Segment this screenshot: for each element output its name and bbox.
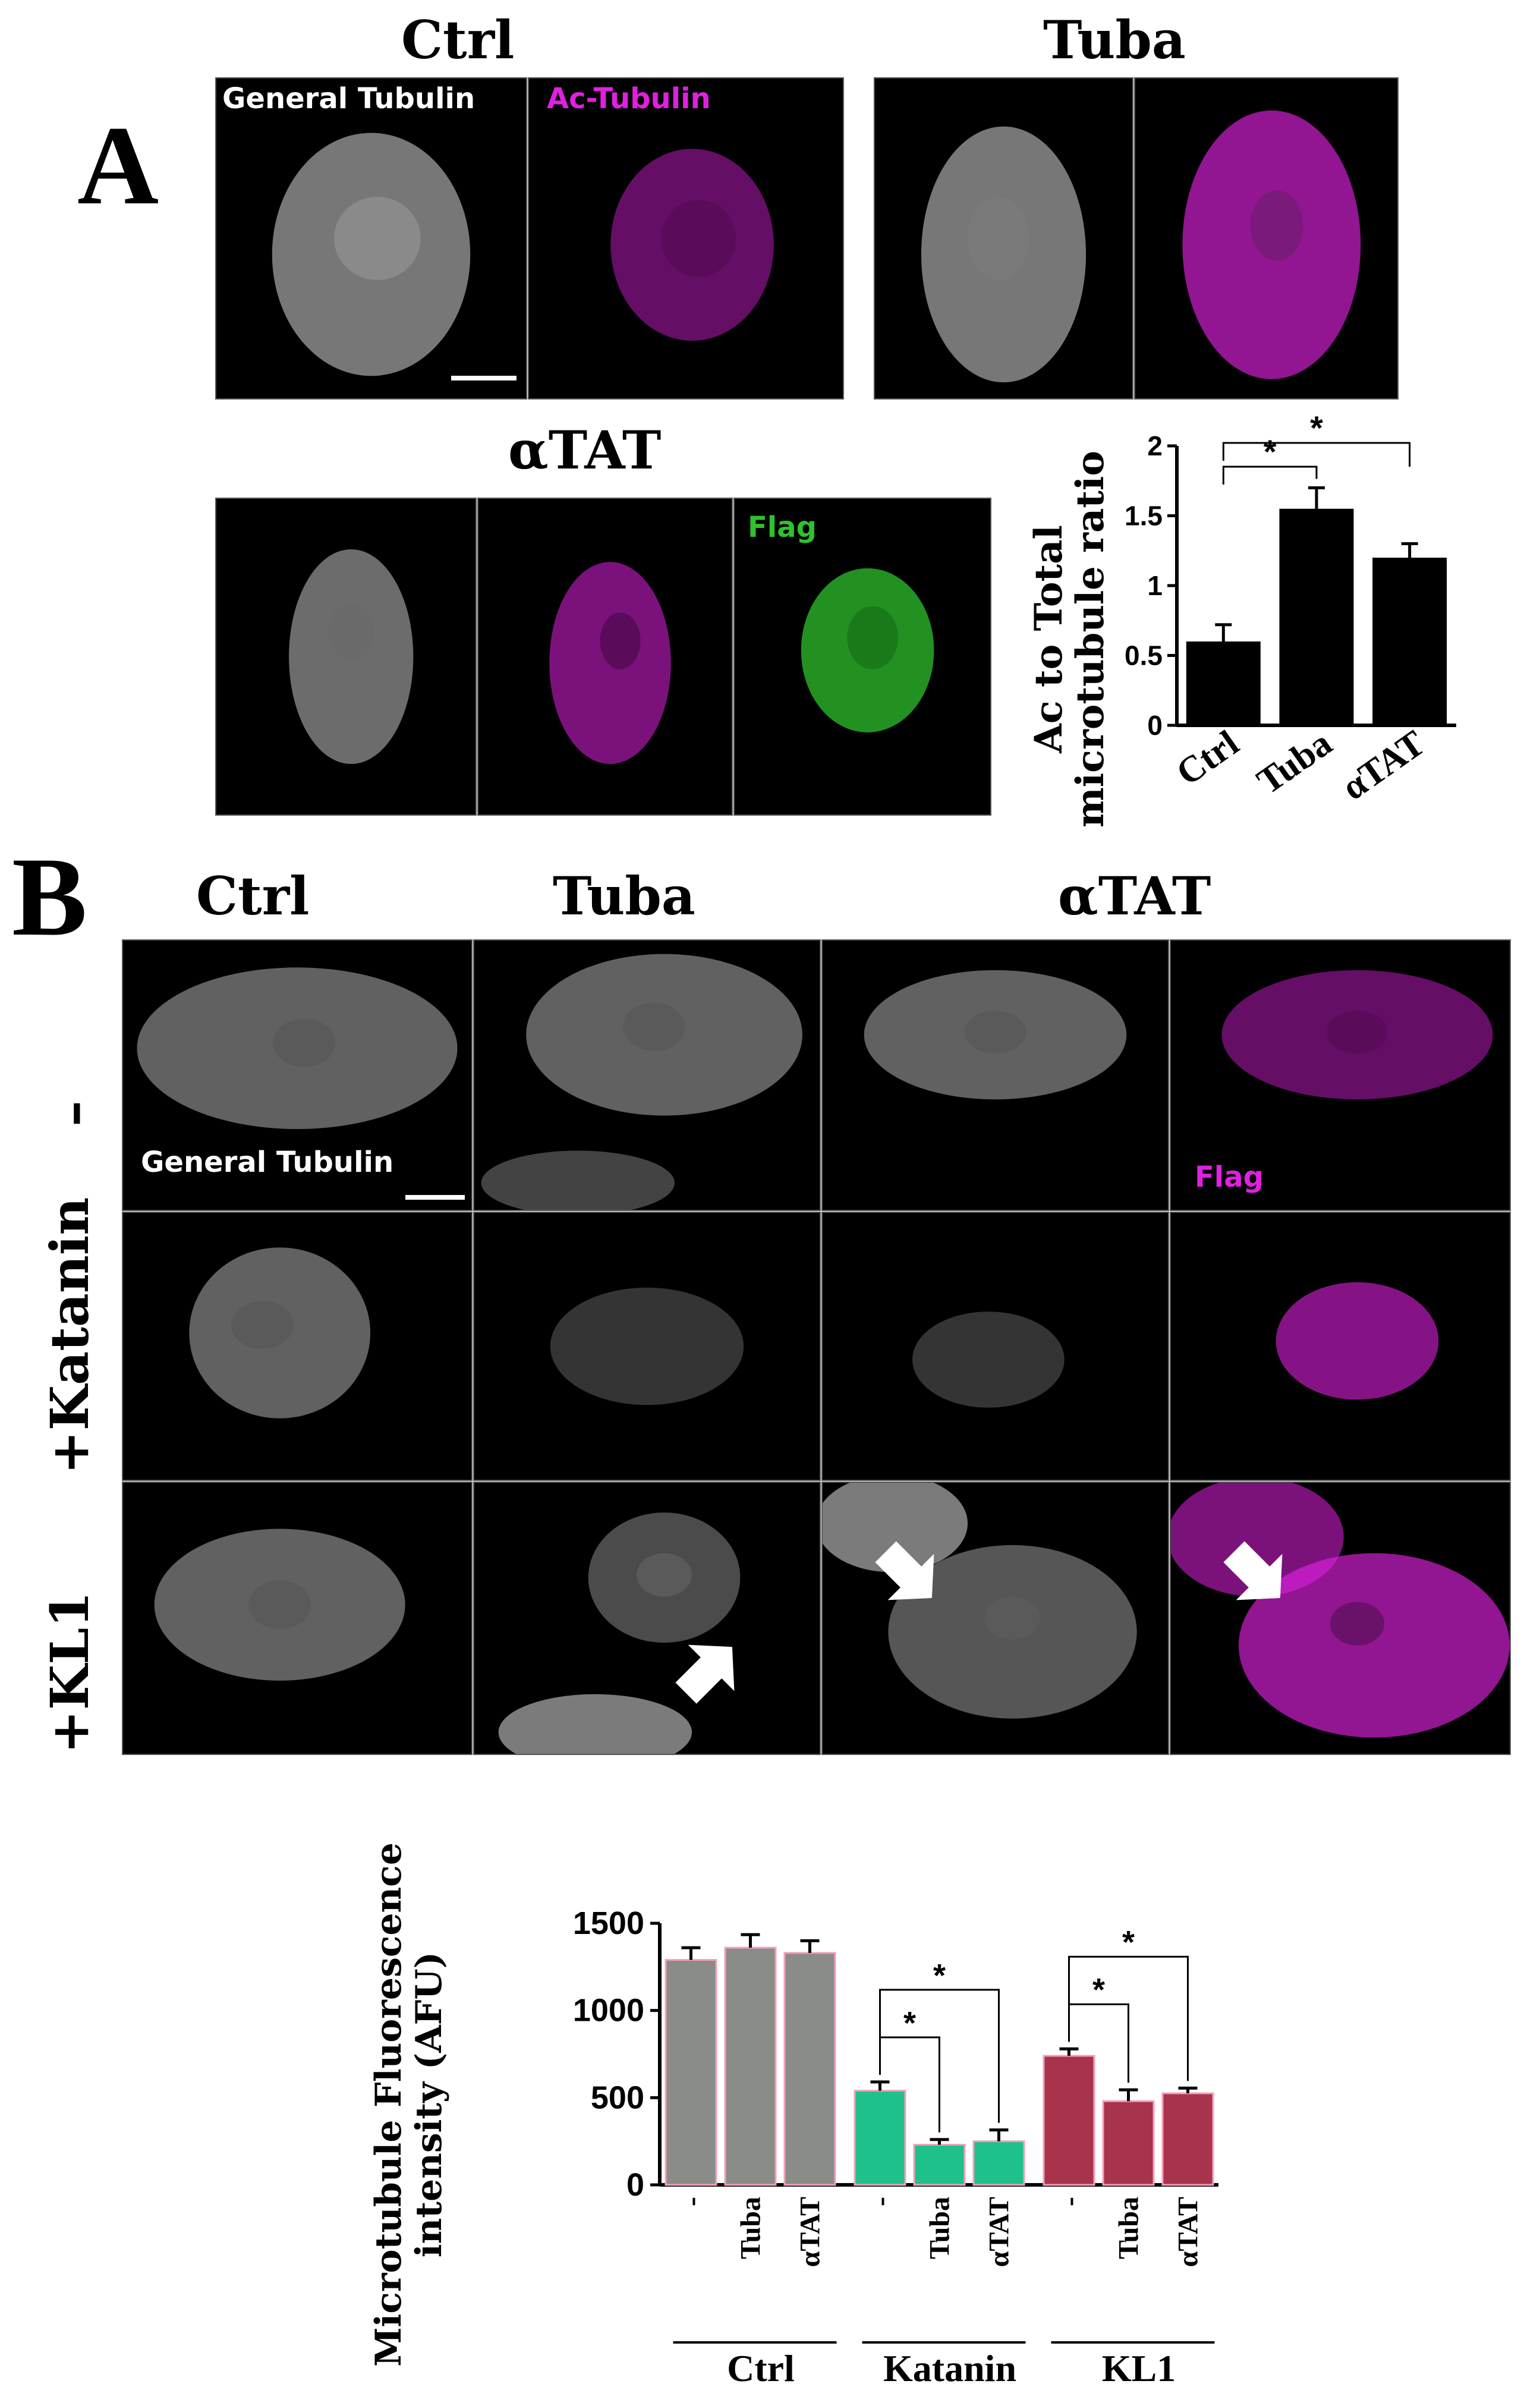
chart-b-significance-bracket: [1068, 1955, 1189, 2081]
micrograph-a-ctrl-general-tubulin: General Tubulin: [215, 77, 527, 400]
scale-bar-b: [405, 1195, 465, 1200]
chart-b-bar: [1161, 2092, 1214, 2186]
chart-b-bar: [1102, 2100, 1155, 2186]
micrograph-b-tuba-minus: [473, 939, 821, 1211]
panel-b-heading-ctrl: Ctrl: [196, 865, 310, 927]
chart-b-significance-star: *: [903, 2005, 916, 2041]
chart-b-bar: [913, 2144, 966, 2186]
chart-b-xtick-label: -: [676, 2197, 707, 2206]
micrograph-b-tuba-kl1: [473, 1482, 821, 1755]
chart-b-xtick-label: -: [865, 2197, 896, 2206]
micrograph-b-atat-kl1: [821, 1482, 1169, 1755]
chart-a-bar: [1372, 558, 1447, 725]
panel-a-letter: A: [77, 103, 159, 228]
chart-b-bar: [854, 2090, 906, 2186]
row-label-katanin: +Katanin: [39, 1197, 100, 1474]
chart-b-group-label: Ctrl: [727, 2347, 795, 2387]
label-ac-tubulin-a: Ac-Tubulin: [547, 82, 711, 115]
chart-b-significance-star: *: [1122, 1924, 1135, 1960]
micrograph-a-tuba-ac-tubulin: [1134, 77, 1399, 400]
chart-b-xtick-label: αTAT: [1173, 2197, 1204, 2267]
micrograph-b-ctrl-minus: General Tubulin: [122, 939, 473, 1211]
chart-a-significance-bracket: [1222, 466, 1318, 485]
panel-a-heading-atat: αTAT: [508, 419, 662, 481]
chart-a-xtick-label: αTAT: [1334, 723, 1432, 808]
chart-a-significance-star: *: [1264, 433, 1277, 470]
chart-b-bar: [724, 1946, 777, 2186]
chart-a-xtick-label: Ctrl: [1169, 723, 1246, 794]
chart-a-ytick-label: 1.5: [1125, 501, 1163, 532]
panel-b-letter: B: [12, 835, 87, 960]
micrograph-a-ctrl-ac-tubulin: Ac-Tubulin: [528, 77, 844, 400]
chart-b-ytick-label: 1000: [573, 1993, 644, 2029]
micrograph-a-atat-flag: Flag: [733, 498, 991, 816]
chart-a-significance-star: *: [1310, 409, 1323, 446]
chart-b-xtick-label: αTAT: [984, 2197, 1015, 2267]
chart-b-ylabel: Microtubule Fluorescence intensity (AFU): [368, 1837, 450, 2372]
label-flag-a: Flag: [748, 511, 817, 544]
chart-b-significance-star: *: [933, 1958, 946, 1993]
micrograph-b-atat-flag-katanin: [1170, 1212, 1511, 1481]
chart-b-xtick-label: Tuba: [735, 2197, 767, 2259]
label-general-tubulin-b: General Tubulin: [141, 1146, 394, 1179]
micrograph-b-ctrl-kl1: [122, 1482, 473, 1755]
micrograph-a-tuba-general-tubulin: [874, 77, 1133, 400]
chart-b-bar: [783, 1952, 836, 2186]
chart-a-bar: [1186, 641, 1261, 725]
panel-a-heading-tuba: Tuba: [1043, 9, 1186, 71]
chart-microtubule-fluorescence: 0 500 1000 1500 - Tuba αTAT - Tuba αTAT - Tuba αTAT C…: [573, 1905, 1218, 2387]
chart-b-ytick-label: 1500: [573, 1905, 644, 1941]
micrograph-b-ctrl-katanin: [122, 1212, 473, 1481]
chart-b-ytick-label: 0: [626, 2167, 644, 2203]
micrograph-b-atat-katanin: [821, 1212, 1169, 1481]
chart-b-bar: [665, 1959, 717, 2186]
chart-b-xtick-label: -: [1054, 2197, 1085, 2206]
chart-b-xtick-label: Tuba: [924, 2197, 956, 2259]
chart-a-ytick-label: 0.5: [1125, 640, 1163, 671]
chart-a-bar: [1279, 508, 1354, 725]
label-general-tubulin-a: General Tubulin: [222, 82, 475, 115]
chart-b-bar: [1043, 2055, 1095, 2186]
chart-a-ytick-label: 0: [1147, 710, 1163, 741]
chart-b-xtick-label: Tuba: [1113, 2197, 1145, 2259]
row-label-kl1: +KL1: [39, 1591, 100, 1754]
chart-b-significance-bracket: [879, 1989, 1000, 2123]
panel-b-heading-atat: αTAT: [1058, 865, 1211, 927]
chart-a-significance-bracket: [1222, 442, 1411, 467]
micrograph-a-atat-ac-tubulin: [477, 498, 733, 816]
chart-a-ylabel-text: Ac to Total microtubule ratio: [1026, 451, 1113, 828]
chart-a-ytick-label: 1: [1147, 570, 1163, 601]
row-label-minus: –: [42, 1100, 103, 1127]
panel-b-heading-tuba: Tuba: [553, 865, 695, 927]
panel-a-heading-ctrl: Ctrl: [401, 9, 515, 71]
scale-bar-a: [451, 376, 517, 380]
chart-b-group-label: Katanin: [883, 2347, 1016, 2387]
micrograph-b-atat-flag-kl1: [1170, 1482, 1511, 1755]
chart-a-ylabel: Ac to Total microtubule ratio: [1026, 449, 1113, 829]
chart-a-xtick-label: Tuba: [1250, 723, 1339, 802]
chart-b-ylabel-text: Microtubule Fluorescence intensity (AFU): [368, 1842, 450, 2367]
chart-b-significance-star: *: [1092, 1972, 1105, 2008]
label-flag-b: Flag: [1195, 1161, 1264, 1194]
arrow-icon: [673, 1634, 745, 1706]
chart-b-group-label: KL1: [1102, 2347, 1176, 2387]
arrow-icon: [1221, 1539, 1293, 1611]
chart-b-ytick-label: 500: [591, 2080, 644, 2115]
chart-b-xtick-label: αTAT: [795, 2197, 826, 2267]
micrograph-b-atat-minus: [821, 939, 1169, 1211]
micrograph-b-atat-flag-minus: Flag: [1170, 939, 1511, 1211]
chart-a-ytick-label: 2: [1147, 430, 1163, 461]
chart-b-bar: [972, 2140, 1025, 2186]
micrograph-a-atat-general-tubulin: [215, 498, 477, 816]
arrow-icon: [873, 1539, 944, 1611]
micrograph-b-tuba-katanin: [473, 1212, 821, 1481]
